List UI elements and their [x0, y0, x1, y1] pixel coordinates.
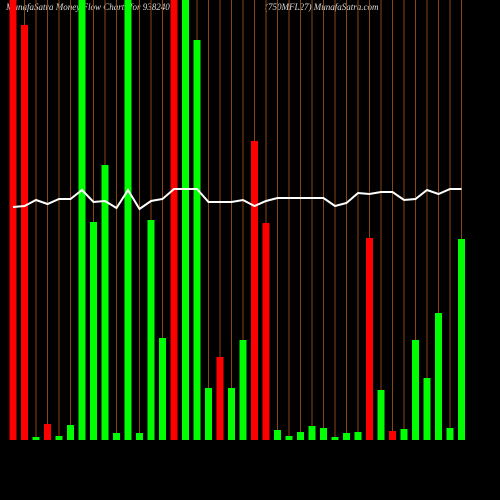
- bar: [136, 433, 143, 440]
- bar: [44, 424, 51, 440]
- bar: [343, 433, 350, 440]
- bar: [193, 40, 201, 440]
- bar: [32, 437, 40, 440]
- bar: [90, 222, 97, 440]
- bar: [435, 313, 442, 440]
- bar: [400, 429, 408, 440]
- bar: [389, 431, 396, 440]
- bar: [170, 0, 178, 440]
- chart-subtitle: (750MFL27) MunafaSatra.com: [265, 2, 379, 12]
- bar: [216, 357, 224, 440]
- bar: [297, 432, 304, 440]
- chart-title: MunafaSatra Money Flow Charts for 938240: [5, 2, 170, 12]
- bar: [78, 0, 86, 440]
- bar: [423, 378, 431, 440]
- bar: [113, 433, 120, 440]
- bar: [9, 0, 17, 440]
- bar: [458, 239, 465, 440]
- bar: [308, 426, 316, 440]
- bar: [251, 141, 258, 440]
- bar: [331, 437, 339, 440]
- bar: [21, 25, 28, 440]
- bar: [101, 165, 109, 440]
- bar: [446, 428, 454, 440]
- bar: [159, 338, 166, 440]
- bar: [285, 436, 293, 440]
- bar: [228, 388, 235, 440]
- bar: [239, 340, 247, 440]
- bar: [67, 425, 74, 440]
- bar: [320, 428, 327, 440]
- bar: [354, 432, 362, 440]
- bar: [262, 223, 270, 440]
- bar: [205, 388, 212, 440]
- bar: [274, 430, 281, 440]
- money-flow-line: [12, 188, 462, 211]
- bar: [377, 390, 385, 440]
- bar: [147, 220, 155, 440]
- bar: [124, 0, 132, 440]
- bar: [366, 238, 373, 440]
- bar: [412, 340, 419, 440]
- bar: [182, 0, 189, 440]
- bar: [55, 436, 63, 440]
